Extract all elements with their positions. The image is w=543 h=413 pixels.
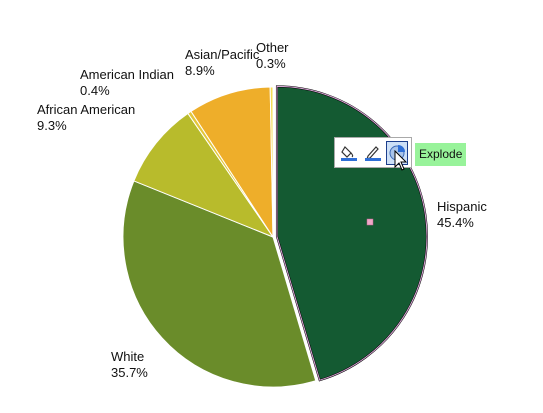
slice-label: American Indian [80,67,174,82]
pie-slice-asian-pacific[interactable] [190,86,274,239]
paint-bucket-icon [341,145,357,161]
slice-label: Hispanic [437,199,487,214]
explode-tooltip: Explode [415,143,467,166]
slice-percent-label: 35.7% [111,365,148,380]
slice-percent-label: 0.3% [256,56,286,71]
mouse-pointer-icon [394,150,408,171]
slice-percent-label: 45.4% [437,215,474,230]
slice-percent-label: 0.4% [80,83,110,98]
slice-percent-label: 8.9% [185,63,215,78]
selected-slice-outline [276,85,428,381]
pie-slice-other[interactable] [269,86,274,238]
pie-slice-african-american[interactable] [133,112,275,239]
slice-percent-label: 9.3% [37,118,67,133]
fill-color-button[interactable] [338,141,360,165]
slice-label: White [111,349,144,364]
slice-label: Asian/Pacific [185,47,260,62]
selection-handle[interactable] [366,218,374,226]
border-color-button[interactable] [362,141,384,165]
slice-label: African American [37,102,135,117]
slice-label: Other [256,40,289,55]
pencil-icon [365,145,381,161]
pie-slice-white[interactable] [122,180,317,388]
